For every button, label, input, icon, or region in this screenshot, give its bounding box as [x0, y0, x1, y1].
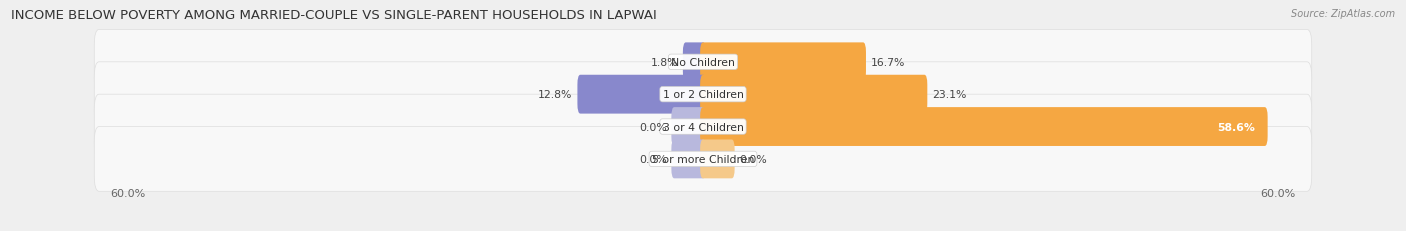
- FancyBboxPatch shape: [94, 63, 1312, 127]
- Text: 0.0%: 0.0%: [740, 154, 768, 164]
- Text: 1.8%: 1.8%: [651, 58, 678, 67]
- FancyBboxPatch shape: [700, 140, 734, 179]
- Text: 3 or 4 Children: 3 or 4 Children: [662, 122, 744, 132]
- Text: INCOME BELOW POVERTY AMONG MARRIED-COUPLE VS SINGLE-PARENT HOUSEHOLDS IN LAPWAI: INCOME BELOW POVERTY AMONG MARRIED-COUPL…: [11, 9, 657, 22]
- Text: 0.0%: 0.0%: [638, 122, 666, 132]
- Text: No Children: No Children: [671, 58, 735, 67]
- FancyBboxPatch shape: [700, 76, 928, 114]
- Text: 16.7%: 16.7%: [870, 58, 905, 67]
- Text: 0.0%: 0.0%: [638, 154, 666, 164]
- Text: 12.8%: 12.8%: [538, 90, 572, 100]
- FancyBboxPatch shape: [94, 95, 1312, 159]
- Text: 1 or 2 Children: 1 or 2 Children: [662, 90, 744, 100]
- Text: 5 or more Children: 5 or more Children: [652, 154, 754, 164]
- Text: 58.6%: 58.6%: [1218, 122, 1256, 132]
- FancyBboxPatch shape: [578, 76, 706, 114]
- FancyBboxPatch shape: [700, 43, 866, 82]
- FancyBboxPatch shape: [672, 108, 706, 146]
- FancyBboxPatch shape: [700, 108, 1268, 146]
- FancyBboxPatch shape: [94, 127, 1312, 191]
- FancyBboxPatch shape: [94, 30, 1312, 95]
- Text: 23.1%: 23.1%: [932, 90, 966, 100]
- FancyBboxPatch shape: [672, 140, 706, 179]
- FancyBboxPatch shape: [683, 43, 706, 82]
- Text: Source: ZipAtlas.com: Source: ZipAtlas.com: [1291, 9, 1395, 19]
